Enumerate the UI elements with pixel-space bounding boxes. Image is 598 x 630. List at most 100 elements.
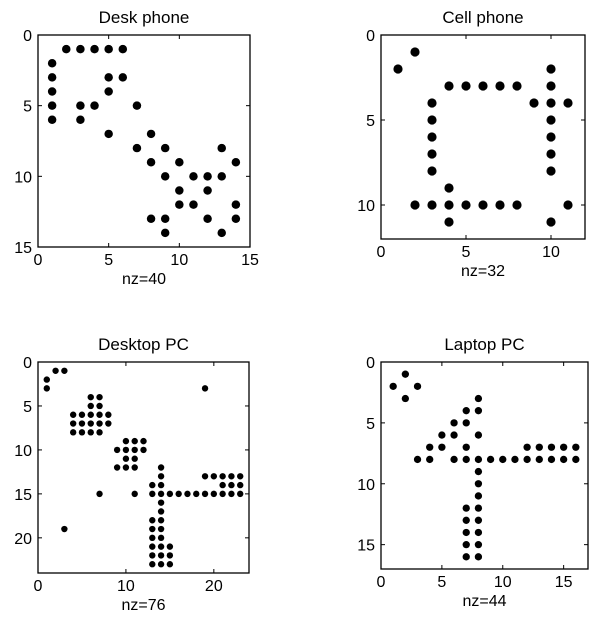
data-point xyxy=(76,44,85,54)
data-point xyxy=(401,394,410,403)
data-point xyxy=(61,525,68,533)
data-point xyxy=(427,132,437,142)
data-point xyxy=(512,81,522,91)
data-point xyxy=(131,455,138,462)
data-point xyxy=(486,455,495,464)
data-point xyxy=(157,525,165,533)
data-point xyxy=(427,115,437,125)
data-point xyxy=(160,143,170,153)
data-point xyxy=(426,455,434,464)
data-point xyxy=(87,411,94,418)
data-point xyxy=(461,81,471,91)
data-point xyxy=(572,443,580,451)
data-point xyxy=(157,534,165,542)
data-point xyxy=(149,552,156,559)
y-tick-label: 5 xyxy=(366,416,375,433)
data-point xyxy=(160,172,170,181)
x-tick-label: 10 xyxy=(117,578,135,595)
plot-title: Laptop PC xyxy=(444,335,524,354)
data-point xyxy=(166,490,174,498)
y-tick-label: 0 xyxy=(23,28,32,45)
spy-plot-3: Laptop PC 0 5 10 15 0 5 10 15 nz=44 xyxy=(357,335,589,610)
data-point xyxy=(43,385,50,392)
data-point xyxy=(166,543,174,550)
data-point xyxy=(546,132,556,142)
plot-frame xyxy=(37,34,251,248)
data-point xyxy=(217,172,226,181)
y-tick-label: 15 xyxy=(14,240,32,257)
data-point xyxy=(478,200,488,210)
data-point xyxy=(78,411,86,418)
data-point xyxy=(511,455,519,464)
data-point xyxy=(122,437,130,445)
data-point xyxy=(157,464,165,471)
data-point xyxy=(47,73,57,82)
data-point xyxy=(201,473,209,480)
y-tick-label: 5 xyxy=(366,113,375,130)
x-tick-label: 5 xyxy=(104,252,113,269)
data-point xyxy=(131,446,138,454)
data-point xyxy=(547,455,556,464)
y-tick-label: 0 xyxy=(366,355,375,372)
data-point xyxy=(474,455,483,464)
data-point xyxy=(157,561,165,568)
data-point xyxy=(210,473,218,480)
data-point xyxy=(69,429,77,436)
data-point xyxy=(140,446,147,454)
data-point xyxy=(523,443,531,451)
data-point xyxy=(61,367,68,374)
data-point xyxy=(76,101,85,110)
data-point xyxy=(160,228,170,238)
data-point xyxy=(478,81,488,91)
data-point xyxy=(444,81,454,91)
data-point xyxy=(96,420,103,427)
y-tick-label: 5 xyxy=(23,99,32,116)
data-point xyxy=(122,455,130,462)
data-point xyxy=(166,561,174,568)
plot-title: Desktop PC xyxy=(98,335,189,354)
y-tick-label: 10 xyxy=(14,169,32,186)
data-point xyxy=(149,490,156,498)
data-point xyxy=(69,420,77,427)
data-point xyxy=(474,431,483,439)
x-tick-label: 0 xyxy=(377,244,386,261)
data-point xyxy=(118,73,128,82)
x-axis-label: nz=32 xyxy=(461,263,505,280)
data-point xyxy=(444,200,454,210)
spy-plot-2: Desktop PC 0 10 20 0 5 10 15 20 nz=76 xyxy=(14,335,250,614)
data-point xyxy=(427,149,437,159)
data-point xyxy=(47,87,57,96)
data-point xyxy=(462,407,470,415)
plot-frame xyxy=(380,361,589,570)
data-point xyxy=(96,402,103,410)
data-point xyxy=(87,393,94,401)
data-point xyxy=(237,473,244,480)
data-point xyxy=(401,370,410,378)
data-point xyxy=(175,186,184,195)
data-point xyxy=(462,528,470,537)
data-point xyxy=(462,419,470,427)
data-point xyxy=(113,446,121,454)
data-point xyxy=(62,44,71,54)
x-tick-label: 20 xyxy=(205,578,223,595)
data-point xyxy=(131,464,138,471)
data-point xyxy=(228,473,235,480)
data-point xyxy=(529,98,539,108)
data-point xyxy=(140,437,147,445)
data-point xyxy=(175,490,182,498)
y-tick-label: 10 xyxy=(357,477,375,494)
data-point xyxy=(149,543,156,550)
data-point xyxy=(546,149,556,159)
data-point xyxy=(157,552,165,559)
data-point xyxy=(96,490,103,498)
data-point xyxy=(462,504,470,512)
data-point xyxy=(499,455,507,464)
data-point xyxy=(47,101,57,110)
data-point xyxy=(450,455,458,464)
data-point xyxy=(438,443,446,451)
data-point xyxy=(219,481,226,489)
data-point xyxy=(76,115,85,125)
y-tick-label: 15 xyxy=(14,487,32,504)
data-point xyxy=(87,429,94,436)
data-point xyxy=(113,464,121,471)
